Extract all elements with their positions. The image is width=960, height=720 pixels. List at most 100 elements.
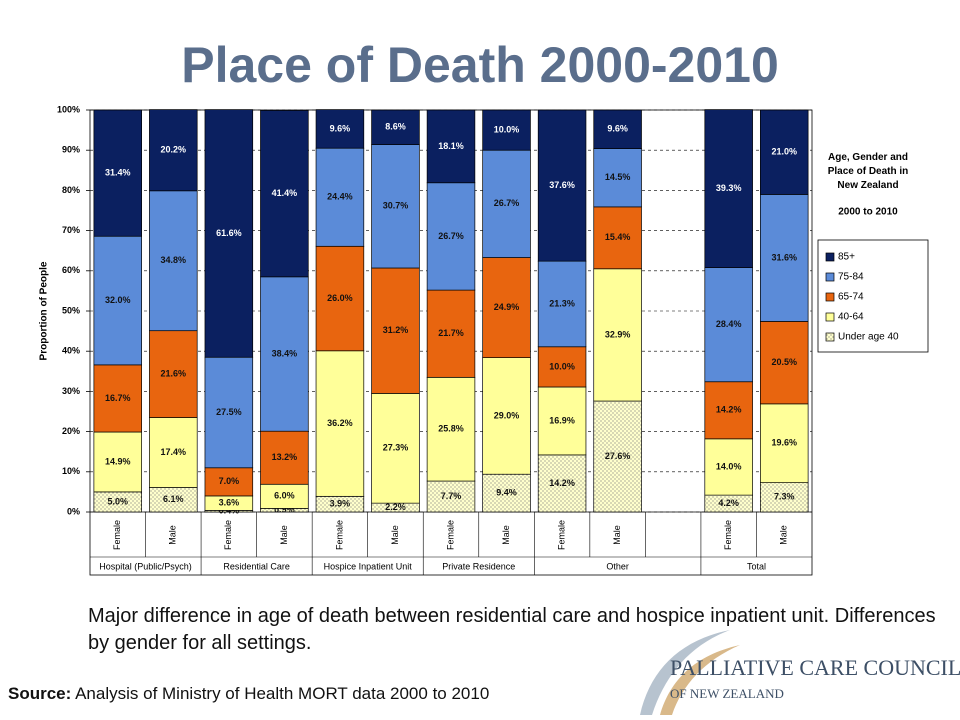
- bar-segment: [260, 110, 309, 278]
- x-tick-label: Female: [723, 520, 733, 550]
- x-tick-label: Female: [556, 520, 566, 550]
- data-label: 17.4%: [161, 447, 187, 457]
- bar-segment: [149, 487, 198, 513]
- bar-segment: [593, 268, 642, 402]
- bar-segment: [426, 182, 476, 291]
- data-label: 4.2%: [718, 498, 739, 508]
- data-label: 27.5%: [216, 407, 242, 417]
- logo-line1: PALLIATIVE CARE COUNCIL: [670, 655, 960, 680]
- bar-segment: [537, 346, 587, 388]
- bar-segment: [759, 109, 809, 195]
- bar-segment: [482, 109, 531, 151]
- legend-title-text: Age, Gender and Place of Death in New Zeal…: [828, 152, 909, 191]
- data-label: 14.5%: [605, 172, 631, 182]
- bar-segment: [482, 473, 531, 513]
- legend-subtitle: 2000 to 2010: [838, 207, 898, 218]
- data-label: 14.0%: [716, 461, 742, 471]
- logo-swoosh: [660, 645, 740, 715]
- bar-segment: [149, 109, 198, 192]
- bar-segment: [204, 467, 254, 497]
- legend-title: Age, Gender and Place of Death in New Zeal…: [828, 152, 909, 191]
- bar-segment: [260, 483, 309, 509]
- data-label: 32.9%: [605, 329, 631, 339]
- data-label: 24.9%: [494, 302, 520, 312]
- y-tick-label: 20%: [62, 426, 80, 436]
- bar-segment: [315, 350, 365, 497]
- bar-segment: [593, 206, 642, 270]
- bar-segment: [149, 330, 198, 418]
- legend-label: Under age 40: [838, 332, 899, 343]
- bar-segment: [759, 403, 809, 484]
- data-label: 24.4%: [327, 192, 353, 202]
- logo-line2: OF NEW ZEALAND: [670, 686, 784, 701]
- y-tick-label: 0%: [67, 506, 80, 516]
- data-label: 6.1%: [163, 494, 184, 504]
- data-label: 28.4%: [716, 319, 742, 329]
- x-tick-label: Female: [445, 520, 455, 550]
- data-label: 31.2%: [383, 325, 409, 335]
- chart: Proportion of People Age, Gender and Plac…: [39, 104, 929, 576]
- bar-segment: [482, 257, 531, 358]
- data-label: 6.0%: [274, 491, 295, 501]
- bar-segment: [93, 109, 143, 237]
- bar-segment: [426, 376, 476, 482]
- group-label: Total: [747, 561, 766, 571]
- source-label: Source:: [8, 684, 72, 703]
- data-label: 34.8%: [161, 255, 187, 265]
- data-label: 8.6%: [385, 122, 406, 132]
- y-tick-label: 60%: [62, 265, 80, 275]
- data-label: 31.6%: [771, 252, 797, 262]
- x-tick-label: Male: [390, 525, 400, 545]
- bar-segment: [704, 438, 753, 496]
- data-label: 20.2%: [161, 145, 187, 155]
- data-label: 18.1%: [438, 141, 464, 151]
- group-label: Hospice Inpatient Unit: [324, 561, 413, 571]
- data-label: 14.9%: [105, 456, 131, 466]
- legend-label: 65-74: [838, 292, 864, 303]
- bar-segment: [482, 149, 531, 258]
- data-label: 2.2%: [385, 502, 406, 512]
- bar-segment: [315, 109, 365, 149]
- group-label: Hospital (Public/Psych): [99, 561, 192, 571]
- y-tick-label: 100%: [57, 104, 80, 114]
- legend-label: 75-84: [838, 272, 864, 283]
- bar-segment: [426, 480, 476, 513]
- y-tick-label: 10%: [62, 466, 80, 476]
- bar-segment: [371, 393, 420, 504]
- data-label: 38.4%: [272, 348, 298, 358]
- bar-segment: [260, 430, 309, 485]
- legend-swatch: [825, 252, 835, 262]
- bar-segment: [426, 289, 476, 378]
- bar-segment: [704, 109, 753, 268]
- legend-label: 85+: [838, 252, 855, 263]
- data-label: 21.0%: [771, 147, 797, 157]
- data-label: 16.9%: [549, 415, 575, 425]
- data-label: 3.6%: [219, 498, 240, 508]
- bar-segment: [537, 454, 587, 513]
- y-tick-label: 30%: [62, 386, 80, 396]
- data-label: 37.6%: [549, 180, 575, 190]
- logo-swoosh: [640, 630, 730, 715]
- bar-segment: [704, 267, 753, 383]
- y-axis-label: Proportion of People: [39, 261, 50, 360]
- y-tick-label: 70%: [62, 225, 80, 235]
- bar-segment: [482, 357, 531, 475]
- bar-segment: [537, 386, 587, 456]
- x-tick-label: Female: [112, 520, 122, 550]
- y-tick-label: 50%: [62, 305, 80, 315]
- data-label: 3.9%: [330, 499, 351, 509]
- legend-swatch: [825, 272, 835, 282]
- bar-segment: [149, 190, 198, 332]
- data-label: 20.5%: [771, 357, 797, 367]
- data-label: 25.8%: [438, 424, 464, 434]
- data-label: 21.6%: [161, 368, 187, 378]
- legend-swatch: [825, 292, 835, 302]
- legend-swatch: [825, 332, 835, 342]
- data-label: 14.2%: [549, 478, 575, 488]
- data-label: 9.6%: [330, 123, 351, 133]
- data-label: 10.0%: [494, 124, 520, 134]
- data-label: 0.9%: [274, 505, 295, 515]
- data-label: 29.0%: [494, 410, 520, 420]
- data-label: 39.3%: [716, 183, 742, 193]
